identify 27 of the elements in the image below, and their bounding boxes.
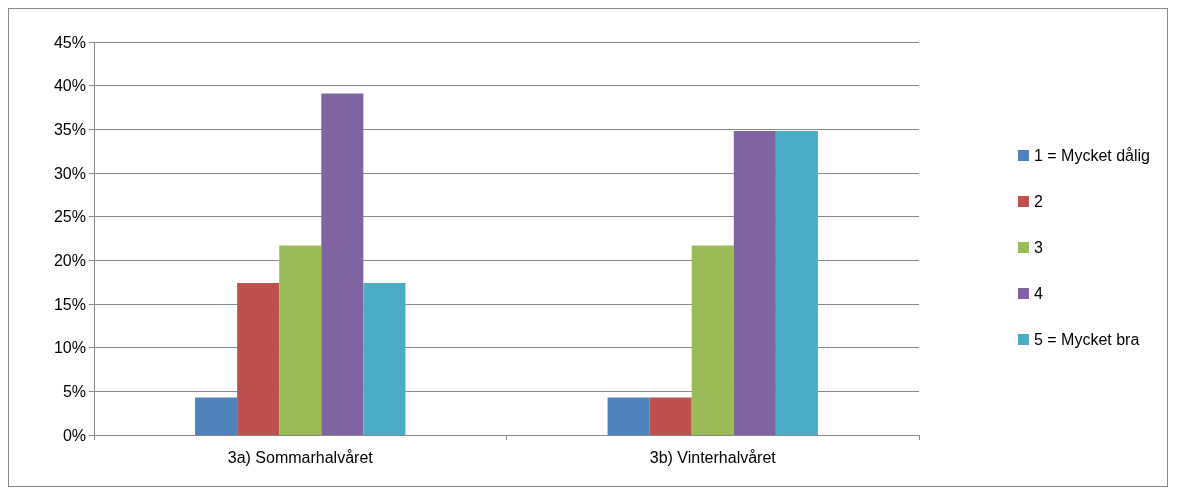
legend-label: 3 [1033,239,1043,256]
x-tick-label: 3b) Vinterhalvåret [649,448,777,466]
y-tick-label: 10% [53,339,86,357]
bar [321,93,364,435]
bar [733,131,776,435]
y-tick-label: 40% [53,77,86,95]
bar [237,283,280,435]
bar [363,283,406,435]
y-tick-label: 35% [53,120,86,138]
bar [279,245,322,435]
y-tick-label: 5% [62,382,86,400]
y-tick-label: 20% [53,251,86,269]
bar [607,397,650,435]
y-tick-label: 45% [53,33,86,51]
y-tick-label: 0% [62,426,86,444]
y-tick-label: 30% [53,164,86,182]
y-tick-label: 15% [53,295,86,313]
y-tick-label: 25% [53,208,86,226]
x-tick-label: 3a) Sommarhalvåret [227,448,374,466]
bar [691,245,734,435]
bar [775,131,818,435]
legend-label: 5 = Mycket bra [1033,331,1140,348]
legend-label: 1 = Mycket dålig [1033,147,1151,164]
legend-label: 2 [1033,193,1043,210]
bar [649,397,692,435]
legend-label: 4 [1033,285,1043,302]
bar [195,397,238,435]
